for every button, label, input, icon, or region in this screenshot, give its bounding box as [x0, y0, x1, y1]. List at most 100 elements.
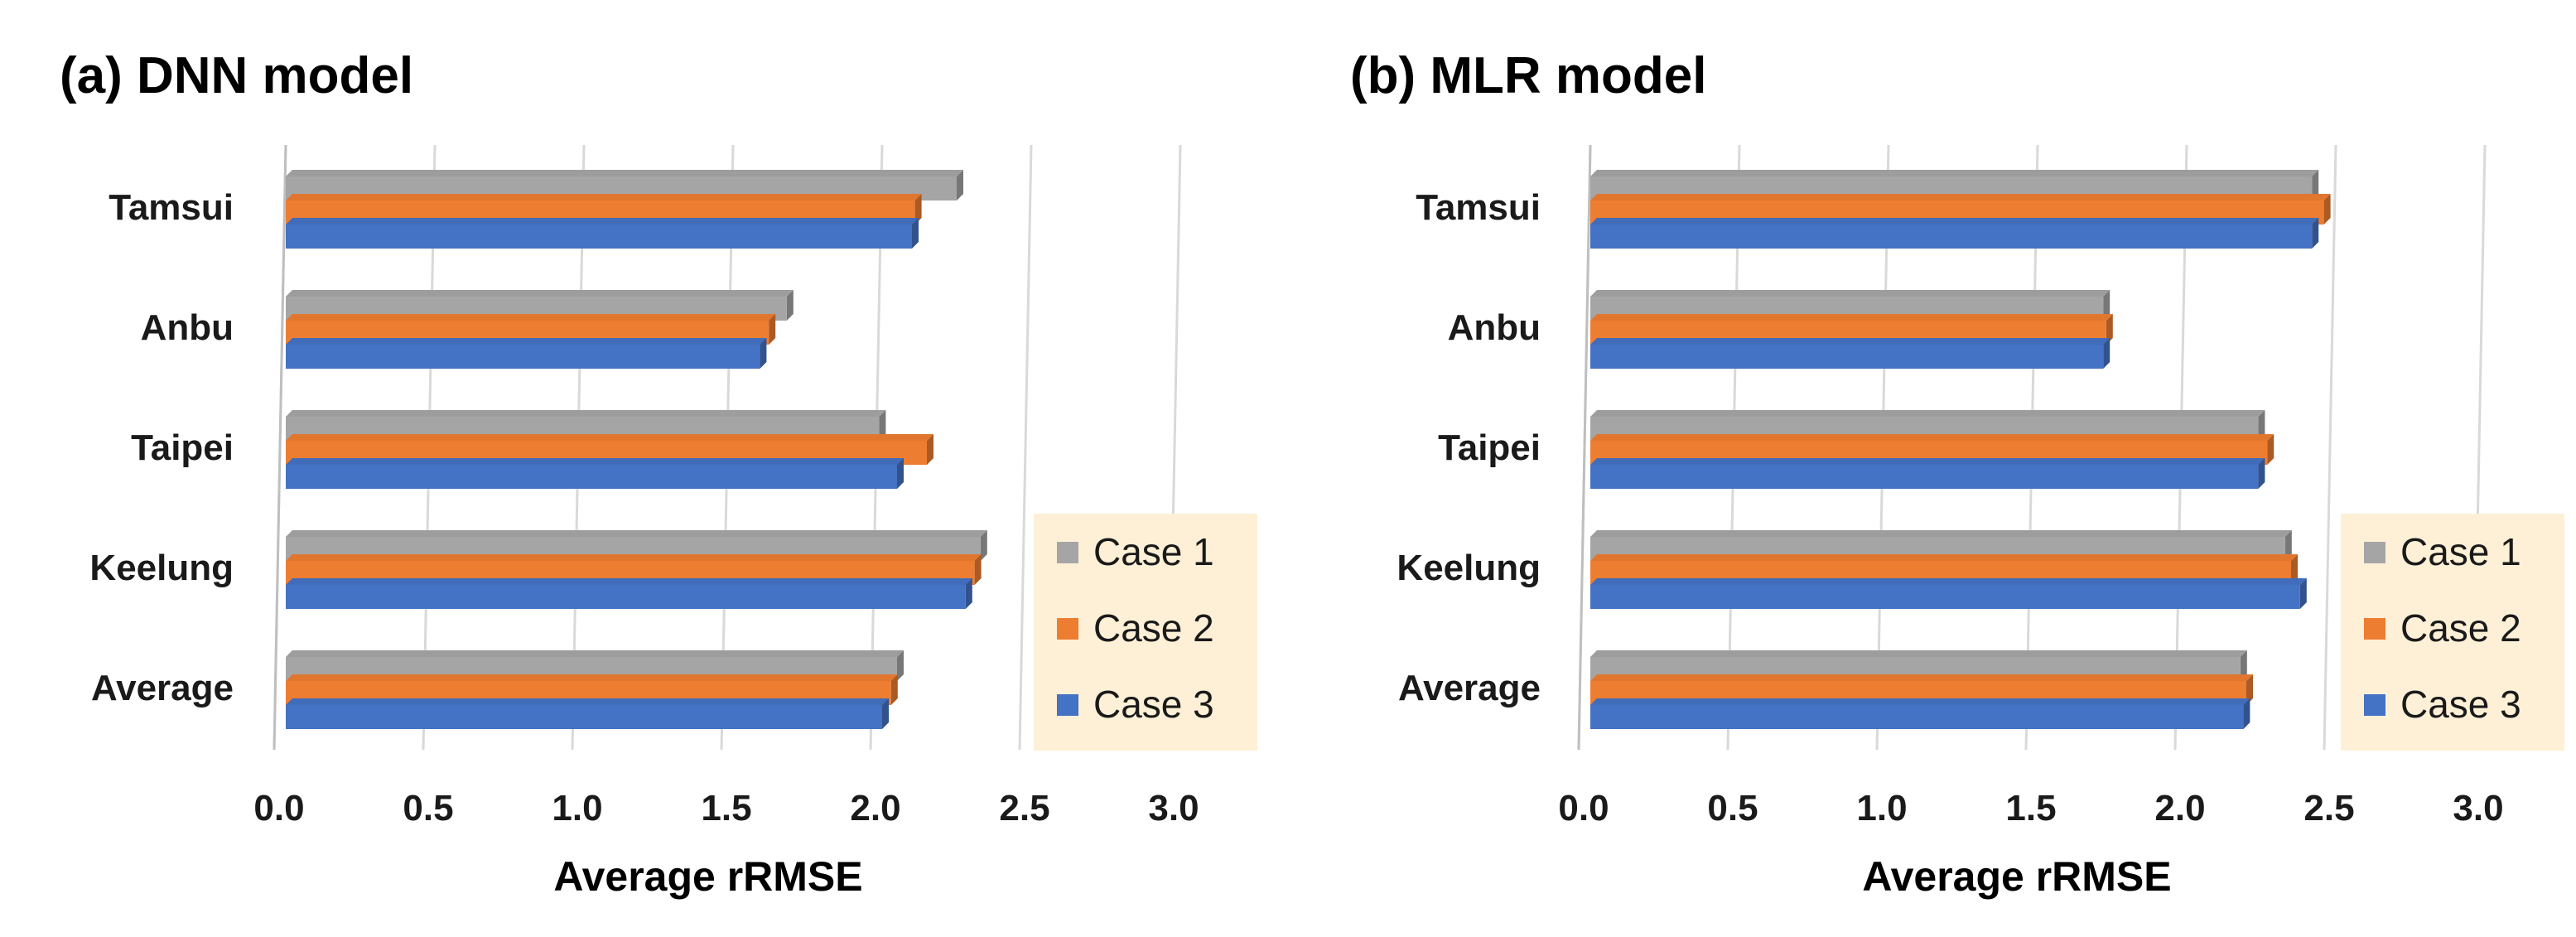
x-tick-label: 1.5: [701, 788, 751, 828]
bar-top-face: [286, 290, 794, 297]
bar-side-face: [2267, 434, 2275, 465]
bar-side-face: [760, 338, 767, 369]
bar-front-face: [286, 345, 760, 369]
bar-side-face: [2240, 650, 2247, 681]
chart-panel-2: (b) MLR model 0.0 0.5 1.0 1.5 2.0 2.5 3.0 Tamsui…: [1350, 47, 2564, 900]
bar-side-face: [890, 674, 898, 705]
category-label: Keelung: [1397, 548, 1541, 588]
bar-side-face: [980, 530, 987, 561]
bar-top-face: [286, 578, 972, 585]
legend-swatch: [2364, 694, 2385, 716]
bar: [1590, 338, 2110, 369]
y-axis-line: [273, 144, 287, 751]
legend-label: Case 1: [2400, 530, 2521, 573]
bar-top-face: [1590, 194, 2331, 200]
bar-side-face: [2246, 674, 2253, 705]
x-tick-label: 0.0: [253, 788, 304, 828]
bar: [286, 698, 889, 729]
bar-front-face: [1590, 345, 2104, 369]
legend-swatch: [1057, 542, 1078, 563]
bar: [286, 458, 904, 489]
bar-side-face: [2103, 338, 2110, 369]
x-tick-label: 2.0: [850, 788, 900, 828]
category-label: Tamsui: [109, 187, 234, 228]
legend-label: Case 2: [2400, 606, 2521, 650]
bar-top-face: [286, 170, 963, 176]
bar-top-face: [1590, 650, 2247, 657]
bar: [286, 218, 919, 249]
bar-top-face: [286, 410, 886, 417]
bar: [1590, 458, 2265, 489]
bar-top-face: [286, 458, 904, 465]
bar-side-face: [2258, 410, 2265, 441]
bar-side-face: [2284, 530, 2292, 561]
legend-label: Case 3: [1093, 683, 1214, 726]
bar-top-face: [1590, 338, 2110, 345]
bar: [1590, 578, 2307, 609]
bar-top-face: [1590, 218, 2319, 225]
category-label: Keelung: [89, 548, 234, 588]
bar-side-face: [2299, 578, 2307, 609]
bar-top-face: [1590, 674, 2253, 681]
bar-side-face: [879, 410, 886, 441]
category-label: Tamsui: [1416, 187, 1541, 228]
bar-top-face: [1590, 530, 2292, 537]
bar-top-face: [1590, 170, 2319, 176]
x-axis-label: Average rRMSE: [1862, 853, 2171, 900]
bar-side-face: [965, 578, 972, 609]
bar-side-face: [897, 458, 904, 489]
x-tick-label: 1.5: [2005, 788, 2056, 828]
bar-side-face: [786, 290, 794, 321]
bar-side-face: [2258, 458, 2265, 489]
legend: Case 1 Case 2 Case 3: [1034, 514, 1257, 751]
bar-side-face: [912, 218, 919, 249]
y-axis-line: [1577, 144, 1592, 751]
x-tick-label: 1.0: [1856, 788, 1907, 828]
bar-front-face: [286, 585, 966, 609]
bar-top-face: [286, 674, 898, 681]
bar-top-face: [286, 434, 933, 441]
bar: [286, 578, 972, 609]
bar-top-face: [286, 218, 919, 225]
legend-swatch: [1057, 694, 1078, 716]
bar-top-face: [286, 314, 776, 321]
legend-swatch: [2364, 542, 2385, 563]
bar-side-face: [2312, 218, 2319, 249]
bar-top-face: [286, 194, 922, 200]
chart-title: (a) DNN model: [60, 47, 413, 104]
bar-top-face: [1590, 698, 2250, 705]
bar: [1590, 698, 2250, 729]
bar-side-face: [914, 194, 922, 225]
bar: [1590, 218, 2319, 249]
chart-panel-1: (a) DNN model 0.0 0.5 1.0 1.5 2.0 2.5 3.0 Tamsui…: [60, 47, 1257, 900]
bar-side-face: [2243, 698, 2250, 729]
bar-top-face: [1590, 314, 2113, 321]
x-tick-label: 2.0: [2154, 788, 2205, 828]
bar-side-face: [2291, 554, 2298, 585]
legend-swatch: [2364, 618, 2385, 640]
x-tick-label: 1.0: [552, 788, 602, 828]
bar-top-face: [1590, 578, 2307, 585]
bar-side-face: [769, 314, 776, 345]
legend-swatch: [1057, 618, 1078, 640]
bar-side-face: [882, 698, 889, 729]
x-tick-label: 2.5: [999, 788, 1049, 828]
bar-front-face: [1590, 465, 2259, 489]
bar-top-face: [1590, 410, 2265, 417]
category-label: Average: [1398, 668, 1541, 708]
legend-label: Case 3: [2400, 683, 2521, 726]
bar-top-face: [286, 554, 982, 561]
bar-front-face: [286, 225, 912, 249]
x-tick-label: 0.0: [1558, 788, 1609, 828]
bar-top-face: [1590, 290, 2110, 297]
bar-top-face: [1590, 458, 2265, 465]
x-axis-label: Average rRMSE: [553, 853, 862, 900]
bar-front-face: [1590, 585, 2300, 609]
gridline: [1018, 144, 1033, 751]
category-label: Taipei: [1438, 427, 1541, 468]
x-tick-label: 0.5: [403, 788, 453, 828]
category-label: Anbu: [141, 307, 234, 348]
legend: Case 1 Case 2 Case 3: [2341, 514, 2564, 751]
bar-front-face: [1590, 705, 2244, 729]
